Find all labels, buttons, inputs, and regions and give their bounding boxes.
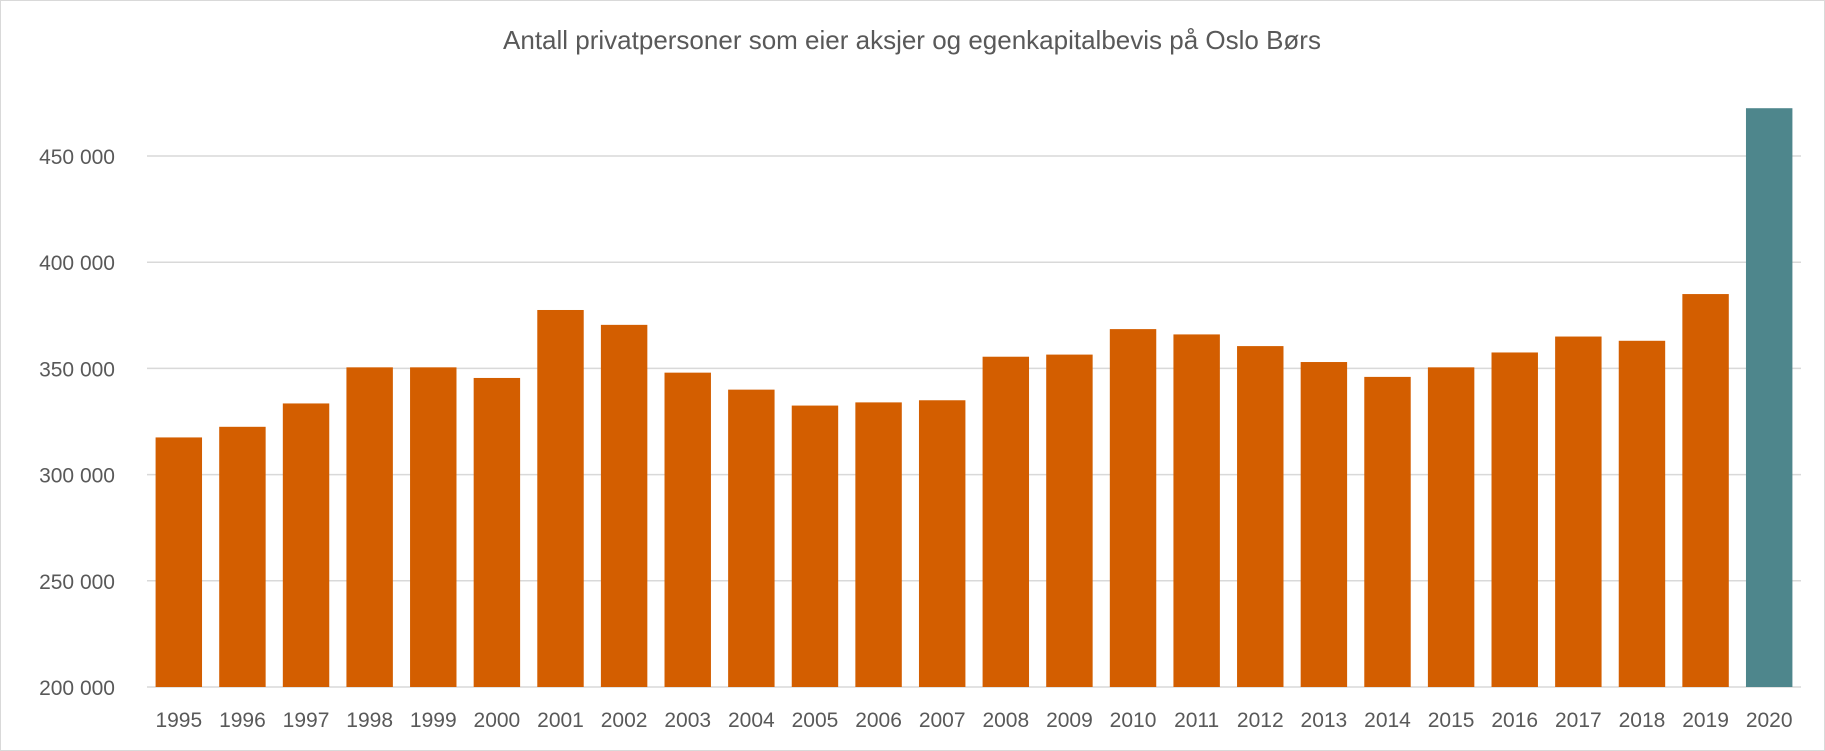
x-tick-label-2001: 2001 (537, 709, 584, 732)
y-tick-label: 300 000 (39, 465, 115, 488)
y-tick-label: 350 000 (39, 358, 115, 381)
x-tick-label-2007: 2007 (919, 709, 966, 732)
bar-2020 (1745, 108, 1793, 687)
x-tick-label-2002: 2002 (601, 709, 648, 732)
x-tick-label-2003: 2003 (664, 709, 711, 732)
x-tick-label-2019: 2019 (1682, 709, 1729, 732)
x-axis-ticks: 1995 1996 1997 1998 1999 2000 2001 2002 2003 2004… (155, 709, 1792, 732)
x-tick-label-2020: 2020 (1746, 709, 1793, 732)
bar-2001 (537, 309, 584, 687)
x-tick-label-1996: 1996 (219, 709, 266, 732)
x-tick-label-2014: 2014 (1364, 709, 1411, 732)
x-tick-label-2015: 2015 (1428, 709, 1475, 732)
chart-title: Antall privatpersoner som eier aksjer og… (503, 25, 1321, 55)
bar-2007 (918, 400, 966, 687)
x-tick-label-2006: 2006 (855, 709, 902, 732)
x-tick-label-1998: 1998 (346, 709, 393, 732)
bar-1999 (410, 367, 457, 687)
bar-2014 (1364, 376, 1411, 687)
x-tick-label-1997: 1997 (283, 709, 330, 732)
bar-2018 (1618, 340, 1666, 687)
bar-2002 (600, 324, 648, 687)
bars (155, 108, 1793, 687)
bar-2004 (728, 389, 775, 687)
bar-1996 (219, 426, 266, 687)
bar-2017 (1555, 336, 1602, 687)
bar-2015 (1427, 367, 1475, 687)
bar-2008 (982, 356, 1030, 687)
x-tick-label-2005: 2005 (792, 709, 839, 732)
x-tick-label-2000: 2000 (474, 709, 521, 732)
x-tick-label-2013: 2013 (1301, 709, 1348, 732)
bar-2016 (1491, 352, 1538, 687)
x-tick-label-2008: 2008 (982, 709, 1029, 732)
gridlines (147, 155, 1801, 688)
x-tick-label-2018: 2018 (1619, 709, 1666, 732)
bar-1995 (155, 437, 203, 687)
x-tick-label-2012: 2012 (1237, 709, 1284, 732)
bar-2005 (791, 405, 839, 687)
y-tick-label: 400 000 (39, 252, 115, 275)
bar-2019 (1682, 294, 1729, 687)
x-tick-label-2009: 2009 (1046, 709, 1093, 732)
bar-2009 (1046, 354, 1093, 687)
x-tick-label-2016: 2016 (1491, 709, 1538, 732)
y-tick-label: 450 000 (39, 146, 115, 169)
y-tick-label: 250 000 (39, 571, 115, 594)
x-tick-label-2004: 2004 (728, 709, 775, 732)
bar-2013 (1300, 362, 1348, 687)
bar-2012 (1237, 346, 1284, 687)
bar-1997 (282, 403, 330, 687)
x-tick-label-1995: 1995 (155, 709, 202, 732)
x-tick-label-1999: 1999 (410, 709, 457, 732)
x-tick-label-2010: 2010 (1110, 709, 1157, 732)
bar-2011 (1173, 334, 1220, 687)
bar-2003 (664, 372, 711, 687)
y-tick-label: 200 000 (39, 677, 115, 700)
x-tick-label-2017: 2017 (1555, 709, 1602, 732)
bar-2000 (473, 377, 521, 687)
x-tick-label-2011: 2011 (1174, 709, 1219, 732)
bar-2010 (1109, 329, 1157, 687)
bar-1998 (346, 367, 393, 687)
bar-2006 (855, 402, 902, 687)
y-axis-ticks: 200 000 250 000 300 000 350 000 400 000 450 0… (39, 146, 115, 700)
